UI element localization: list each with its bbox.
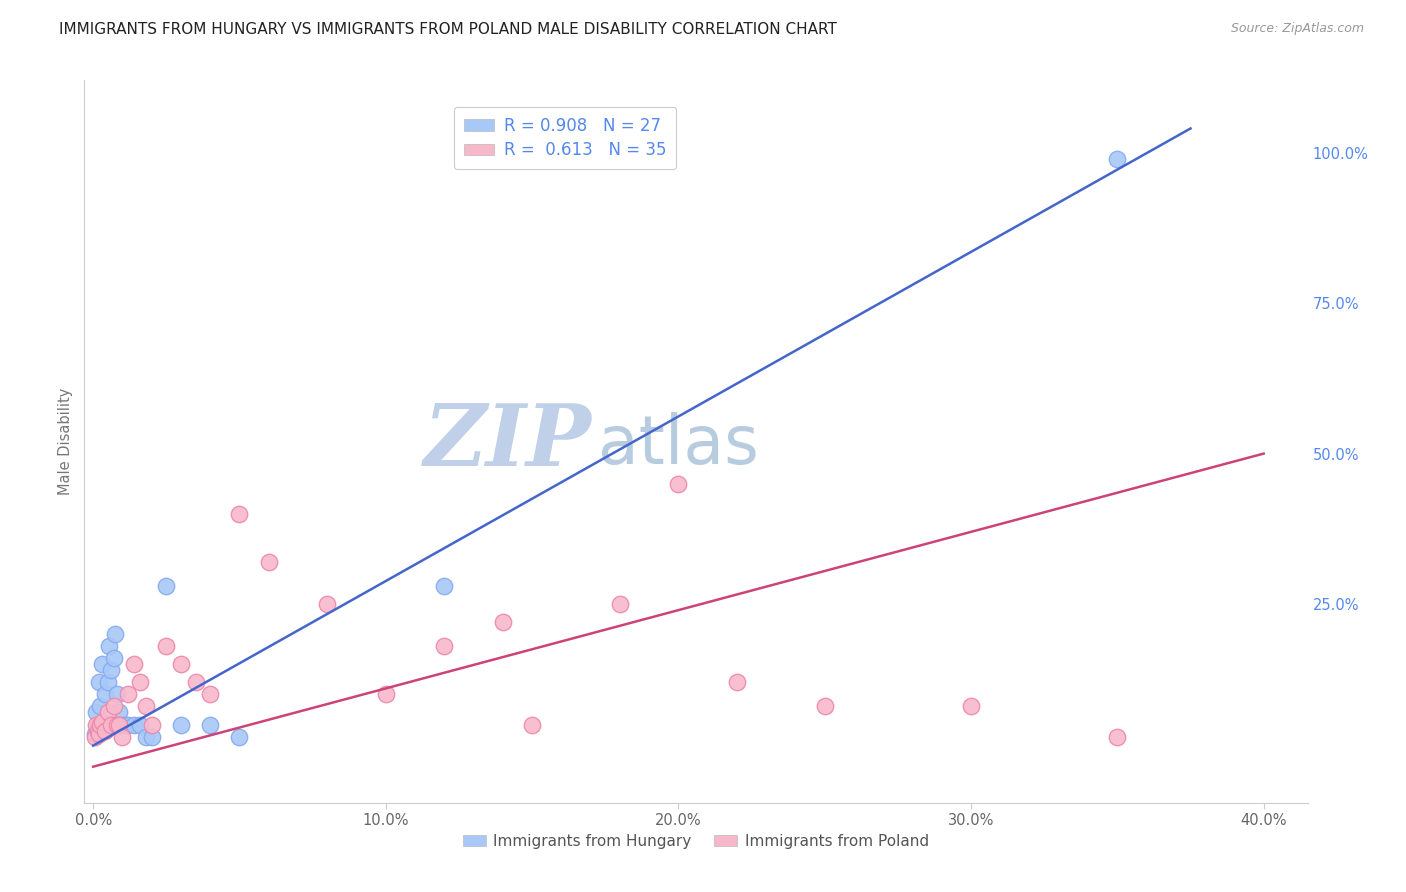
Point (122, 657, 145, 672)
Point (1107, 730, 1129, 744)
Point (84, 706, 107, 720)
Point (184, 675, 207, 690)
Point (86, 723, 108, 738)
Point (87, 675, 110, 690)
Point (111, 717, 134, 731)
Point (1107, 152, 1129, 166)
Point (90, 657, 112, 672)
Point (86, 717, 108, 731)
Point (433, 579, 456, 593)
Point (104, 627, 127, 641)
Point (960, 699, 983, 714)
Point (83, 730, 105, 744)
Point (129, 717, 152, 731)
Point (117, 687, 139, 701)
Legend: Immigrants from Hungary, Immigrants from Poland: Immigrants from Hungary, Immigrants from… (456, 826, 936, 856)
Point (108, 717, 131, 731)
Point (100, 664, 122, 678)
Point (97, 706, 120, 720)
Point (155, 579, 177, 593)
Point (228, 730, 250, 744)
Point (257, 555, 280, 569)
Point (83, 726, 105, 740)
Point (135, 699, 157, 714)
Point (111, 730, 134, 744)
Point (129, 675, 152, 690)
Point (98, 639, 121, 653)
Point (609, 597, 631, 611)
Point (374, 687, 396, 701)
Point (316, 597, 339, 611)
Point (135, 730, 157, 744)
Point (103, 651, 125, 665)
Point (90, 714, 112, 729)
Point (105, 687, 128, 701)
Point (105, 717, 128, 731)
Text: Source: ZipAtlas.com: Source: ZipAtlas.com (1230, 22, 1364, 36)
Point (228, 507, 250, 521)
Point (94, 723, 117, 738)
Point (141, 730, 163, 744)
Point (117, 717, 139, 731)
Point (198, 717, 221, 731)
Point (108, 706, 131, 720)
Point (122, 717, 145, 731)
Point (433, 639, 456, 653)
Point (155, 639, 177, 653)
Point (114, 717, 136, 731)
Point (141, 717, 163, 731)
Text: IMMIGRANTS FROM HUNGARY VS IMMIGRANTS FROM POLAND MALE DISABILITY CORRELATION CH: IMMIGRANTS FROM HUNGARY VS IMMIGRANTS FR… (59, 22, 837, 37)
Point (84, 717, 107, 731)
Point (170, 717, 193, 731)
Point (103, 699, 125, 714)
Point (668, 476, 690, 491)
Point (492, 615, 515, 630)
Point (100, 717, 122, 731)
Y-axis label: Male Disability: Male Disability (58, 388, 73, 495)
Point (725, 675, 748, 690)
Point (198, 687, 221, 701)
Point (89, 699, 111, 714)
Text: atlas: atlas (598, 412, 759, 478)
Point (87, 726, 110, 740)
Point (94, 687, 117, 701)
Point (97, 675, 120, 690)
Point (520, 717, 543, 731)
Point (89, 717, 111, 731)
Point (814, 699, 837, 714)
Text: ZIP: ZIP (425, 400, 592, 483)
Point (170, 657, 193, 672)
